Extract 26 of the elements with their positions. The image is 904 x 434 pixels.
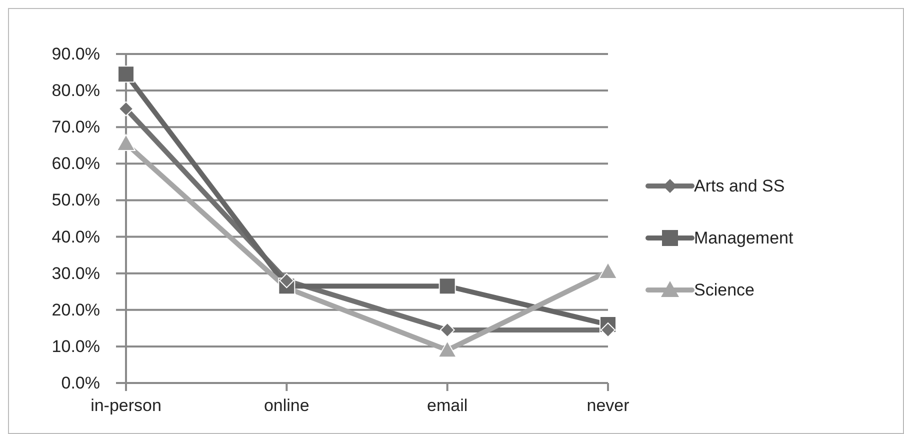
y-tick-label: 40.0%: [52, 227, 100, 246]
point: [118, 101, 134, 116]
point: [116, 134, 136, 152]
y-tick-label: 60.0%: [52, 154, 100, 174]
y-tick-label: 90.0%: [52, 44, 100, 64]
point: [600, 322, 616, 338]
point: [279, 273, 294, 288]
x-tick-label: never: [586, 396, 630, 415]
y-tick-label: 20.0%: [52, 300, 100, 320]
x-tick-label: online: [264, 396, 310, 415]
point: [118, 66, 134, 83]
y-tick-label: 50.0%: [52, 190, 100, 210]
point: [438, 278, 456, 295]
y-tick-label: 10.0%: [52, 336, 100, 356]
point: [438, 340, 457, 358]
y-tick-label: 80.0%: [52, 81, 100, 100]
legend-label: Arts and SS: [694, 176, 785, 196]
y-tick-label: 70.0%: [52, 118, 100, 137]
legend-label: Science: [694, 280, 754, 300]
y-tick-label: 0.0%: [61, 374, 100, 392]
legend-label: Management: [694, 228, 794, 248]
point: [440, 322, 455, 338]
y-tick-label: 30.0%: [52, 264, 100, 283]
x-tick-label: in-person: [90, 396, 162, 415]
point: [598, 262, 618, 280]
x-tick-label: email: [427, 396, 468, 415]
